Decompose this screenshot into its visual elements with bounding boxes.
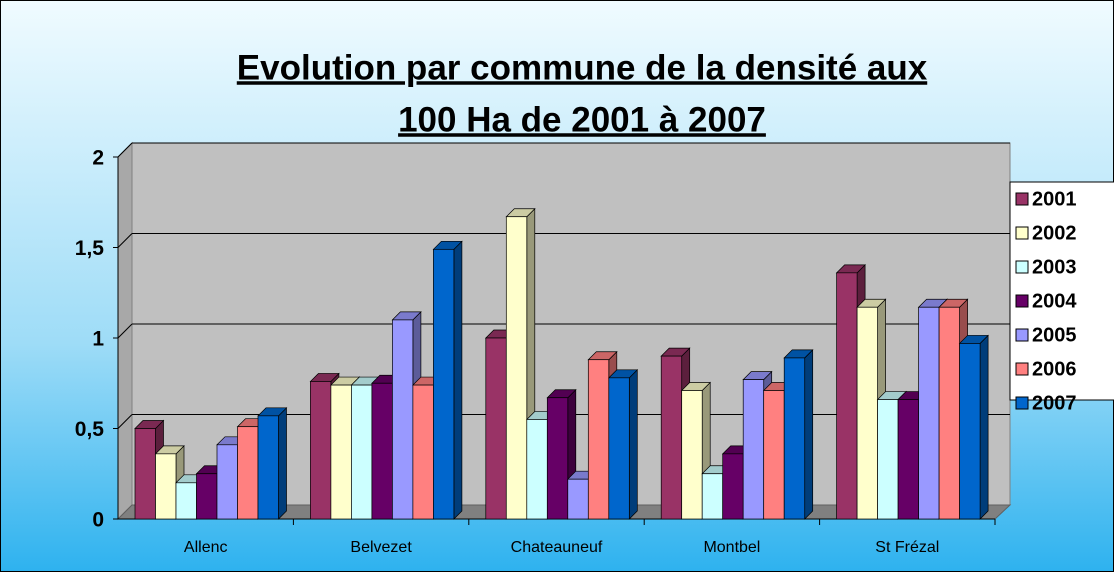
grid-line [117, 142, 133, 158]
bar-front [196, 473, 218, 520]
grid-line [117, 323, 133, 339]
bar-front [856, 306, 878, 520]
y-tick-label: 2 [92, 147, 104, 170]
y-tick-label: 0 [92, 509, 104, 532]
bar [607, 368, 639, 520]
bar-front [257, 415, 279, 520]
bar-front [237, 426, 259, 520]
bar [546, 388, 577, 520]
y-tick-label: 1,5 [75, 237, 105, 260]
chart-title: Evolution par commune de la densité aux [237, 48, 928, 87]
bar-front [608, 377, 630, 520]
bar-front [546, 397, 569, 520]
bar-side [804, 349, 814, 520]
x-tick-label: Belvezet [350, 539, 412, 556]
bar-front [155, 453, 177, 520]
bar-front [330, 384, 352, 520]
grid-line [117, 233, 133, 248]
legend-label: 2007 [1032, 392, 1077, 414]
bar-front [836, 272, 858, 520]
bar-front [485, 337, 507, 520]
bar-front [351, 384, 373, 520]
bar [257, 406, 288, 520]
bar-front [681, 390, 703, 520]
legend-swatch [1015, 396, 1029, 410]
bar-front [918, 306, 940, 520]
bar-front [742, 379, 765, 520]
bar-front [505, 216, 528, 520]
bar-side [628, 368, 638, 520]
bar-front [412, 384, 434, 520]
bar-front [660, 355, 683, 520]
legend-swatch [1015, 226, 1029, 240]
x-tick-label: Montbel [703, 539, 760, 556]
bar-front [783, 357, 806, 520]
y-tick-label: 0,5 [75, 418, 105, 441]
bar-side [979, 334, 989, 520]
x-tick-label: St Frézal [875, 539, 939, 556]
bar-front [392, 319, 414, 520]
bar [958, 334, 989, 520]
bar-front [897, 399, 919, 520]
bar-front [371, 382, 393, 520]
chart-title: 100 Ha de 2001 à 2007 [398, 100, 766, 139]
bar-front [877, 399, 899, 520]
bar-front [216, 444, 238, 520]
bar-front [175, 482, 197, 520]
bar-front [134, 428, 156, 520]
x-tick-label: Allenc [184, 539, 228, 556]
bar-side [453, 240, 463, 520]
legend-label: 2001 [1032, 188, 1077, 210]
bar-front [722, 453, 744, 520]
bar-front [938, 306, 960, 520]
bar-front [310, 381, 332, 520]
bar-front [433, 248, 455, 520]
y-tick-label: 1 [92, 328, 104, 351]
legend-swatch [1015, 328, 1029, 342]
legend-label: 2005 [1032, 324, 1077, 346]
bar-side [278, 406, 287, 520]
legend-swatch [1015, 294, 1029, 308]
bar-front [701, 473, 724, 520]
legend-swatch [1015, 192, 1029, 206]
legend-swatch [1015, 362, 1029, 376]
legend-label: 2002 [1032, 222, 1077, 244]
legend-swatch [1015, 260, 1029, 274]
bar [432, 240, 463, 520]
bar-front [587, 359, 610, 520]
bar-front [526, 419, 548, 520]
bar-front [763, 390, 785, 520]
legend-label: 2003 [1032, 256, 1077, 278]
bar-front [959, 343, 981, 520]
legend-label: 2006 [1032, 358, 1077, 380]
x-tick-label: Chateauneuf [511, 539, 603, 556]
grid-line [117, 414, 133, 429]
legend-label: 2004 [1032, 290, 1077, 312]
bar-front [567, 478, 589, 520]
bar [783, 349, 814, 520]
